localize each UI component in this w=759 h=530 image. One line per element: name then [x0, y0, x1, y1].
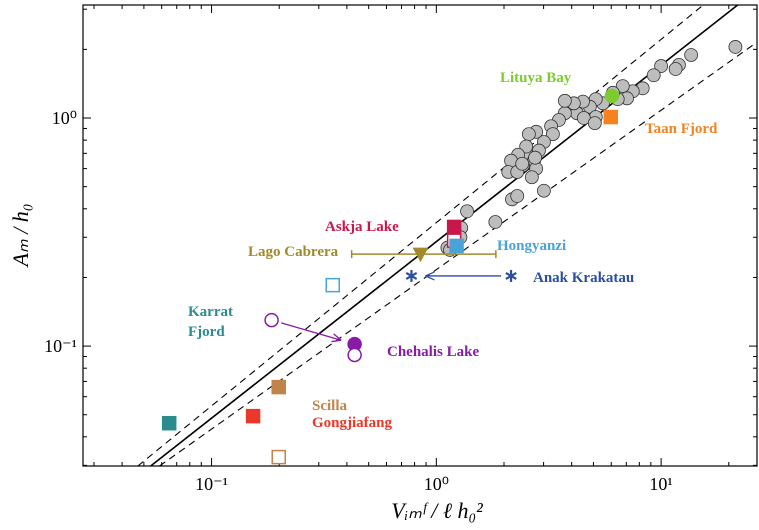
marker: [405, 269, 418, 282]
data-point: [528, 150, 542, 165]
series-label: Taan Fjord: [645, 121, 718, 137]
marker: [325, 277, 340, 293]
marker: [412, 247, 429, 263]
arrow-head: [331, 333, 342, 343]
x-tick-label: 10¹: [649, 474, 672, 494]
series-label: Hongyanzi: [497, 238, 567, 254]
series-label: Karrat Fjord: [188, 304, 233, 340]
asterisk-stroke: [505, 272, 517, 280]
marker: [264, 312, 279, 328]
asterisk-stroke: [405, 272, 418, 280]
data-point: [545, 127, 560, 142]
x-tick-label: 10⁰: [424, 474, 449, 494]
marker: [446, 219, 462, 235]
x-axis-label: Vᵢₘᶠ / ℓ h₀²: [391, 498, 483, 523]
marker: [347, 347, 362, 363]
fit-line: [137, 5, 704, 466]
data-point: [515, 156, 530, 171]
plot-area: [137, 5, 757, 466]
arrow-line: [281, 322, 342, 341]
data-point: [524, 170, 539, 185]
data-point: [521, 127, 536, 142]
y-tick-label: 10⁻¹: [44, 336, 77, 356]
arrow-head: [425, 271, 435, 281]
series-label: Lago Cabrera: [248, 244, 339, 260]
series-label: Lituya Bay: [500, 70, 572, 86]
series-label: Askja Lake: [325, 219, 399, 235]
marker: [449, 238, 464, 254]
data-point: [460, 204, 474, 219]
series-label: Chehalis Lake: [387, 344, 480, 360]
data-point: [615, 79, 630, 94]
marker: [161, 415, 177, 431]
data-point: [684, 48, 699, 62]
data-point: [728, 40, 743, 54]
marker: [271, 449, 286, 465]
data-point: [646, 68, 661, 83]
y-tick-label: 10⁰: [52, 108, 77, 128]
marker: [271, 379, 286, 395]
data-point: [654, 59, 669, 73]
data-point: [557, 93, 572, 108]
data-point: [537, 183, 551, 198]
marker: [604, 88, 620, 104]
series-label: Anak Krakatau: [533, 270, 635, 286]
marker: [603, 109, 619, 125]
marker: [505, 269, 517, 282]
data-point: [488, 215, 503, 229]
marker: [245, 408, 261, 424]
data-point: [668, 62, 683, 76]
series-label: Gongjiafang: [312, 415, 393, 431]
data-point: [510, 189, 525, 203]
data-point: [587, 116, 602, 130]
fit-line: [150, 5, 739, 466]
plot-frame: [82, 4, 758, 467]
y-axis-label: Aₘ / h₀: [8, 204, 33, 269]
series-label: Scilla: [312, 398, 348, 414]
data-point: [519, 139, 534, 154]
x-tick-label: 10⁻¹: [195, 474, 228, 494]
